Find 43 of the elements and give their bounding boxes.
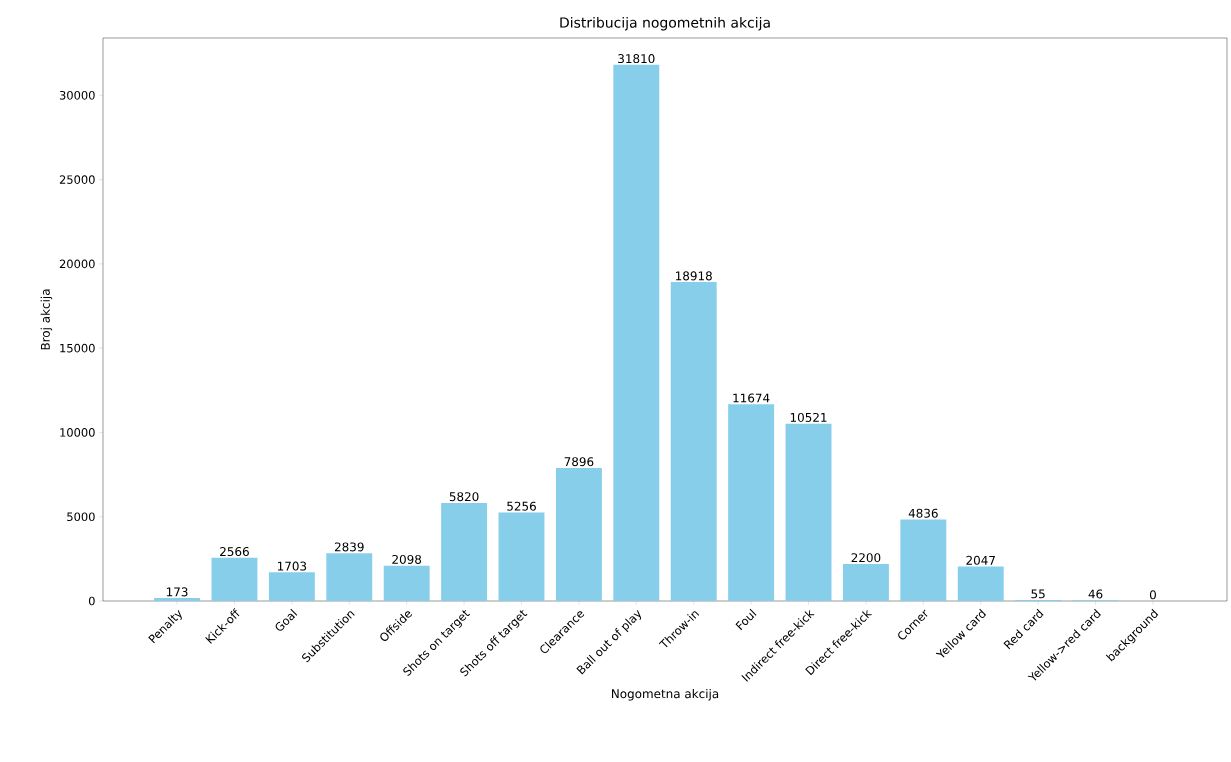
y-tick-label: 20000 bbox=[59, 259, 95, 269]
bar bbox=[900, 519, 947, 601]
y-tick-label: 10000 bbox=[60, 428, 95, 437]
data-label: 18918 bbox=[676, 271, 712, 281]
bar bbox=[842, 563, 889, 601]
data-label: 1703 bbox=[277, 561, 307, 571]
data-label: 7896 bbox=[564, 457, 594, 467]
data-label: 31810 bbox=[618, 54, 655, 64]
data-label: 0 bbox=[1149, 590, 1156, 600]
y-tick-label: 15000 bbox=[60, 343, 95, 353]
data-label: 55 bbox=[1031, 589, 1045, 599]
bar bbox=[154, 598, 201, 601]
data-label: 2098 bbox=[392, 554, 422, 564]
y-tick-label: 5000 bbox=[67, 512, 95, 522]
chart-title: Distribucija nogometnih akcija bbox=[560, 17, 770, 31]
data-label: 173 bbox=[166, 587, 188, 597]
data-label: 46 bbox=[1088, 589, 1103, 599]
bar bbox=[211, 557, 258, 601]
data-label: 2566 bbox=[220, 547, 249, 557]
bar bbox=[498, 512, 545, 601]
data-label: 2839 bbox=[334, 542, 364, 552]
bar bbox=[613, 64, 660, 601]
y-tick-label: 0 bbox=[88, 596, 95, 606]
bar bbox=[728, 404, 775, 601]
data-label: 11674 bbox=[733, 393, 770, 403]
bar bbox=[268, 572, 315, 601]
y-tick-label: 25000 bbox=[59, 175, 95, 184]
bar bbox=[670, 282, 717, 601]
data-label: 5820 bbox=[449, 492, 479, 502]
data-label: 5256 bbox=[507, 501, 536, 511]
y-tick-label: 30000 bbox=[59, 90, 95, 100]
bar bbox=[555, 467, 602, 601]
data-label: 2200 bbox=[851, 553, 881, 563]
data-label: 10521 bbox=[790, 412, 827, 422]
bar bbox=[326, 553, 373, 601]
y-axis-title: Broj akcija bbox=[40, 289, 53, 350]
bar bbox=[957, 566, 1004, 601]
bar bbox=[441, 502, 488, 601]
bar bbox=[383, 565, 430, 601]
bar bbox=[785, 423, 832, 601]
data-label: 4836 bbox=[908, 508, 938, 518]
data-label: 2047 bbox=[966, 555, 995, 565]
x-axis-title: Nogometna akcija bbox=[612, 688, 719, 701]
